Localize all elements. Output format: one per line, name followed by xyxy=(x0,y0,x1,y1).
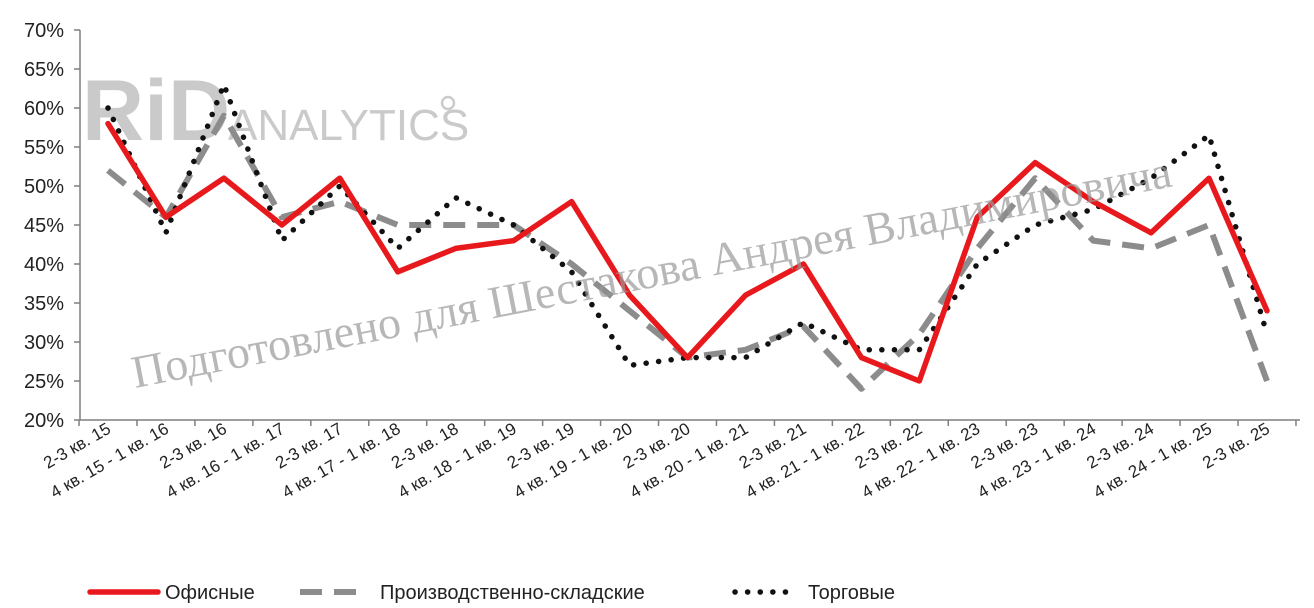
watermark-analytics-text: ANALYTICS xyxy=(228,101,469,150)
y-tick-label: 55% xyxy=(24,137,64,159)
watermark-logo-text: RiD xyxy=(82,63,230,159)
y-tick-label: 25% xyxy=(24,371,64,393)
legend-label: Торговые xyxy=(808,582,895,604)
y-tick-label: 60% xyxy=(24,98,64,120)
y-tick-label: 30% xyxy=(24,332,64,354)
legend: Офисные Производственно-складские Торговые xyxy=(87,582,895,604)
watermark-logo: RiD ANALYTICS xyxy=(82,63,469,159)
x-axis: 2-3 кв. 154 кв. 15 - 1 кв. 162-3 кв. 164… xyxy=(40,419,1300,502)
series-line-dotted xyxy=(105,81,1270,369)
x-tick-label: 2-3 кв. 25 xyxy=(1199,419,1273,473)
series-layer xyxy=(105,81,1270,392)
y-tick-label: 70% xyxy=(24,20,64,42)
y-tick-label: 35% xyxy=(24,293,64,315)
watermark-text: Подготовлено для Шестакова Андрея Владим… xyxy=(127,146,1175,398)
series-line-solid xyxy=(105,120,1270,384)
y-tick-label: 40% xyxy=(24,254,64,276)
y-tick-label: 20% xyxy=(24,410,64,432)
registered-mark-icon xyxy=(440,95,456,111)
legend-label: Производственно-складские xyxy=(380,582,645,604)
y-axis: 20% 25% 30% 35% 40% 45% 50% 55% 60% 65% 70% xyxy=(24,20,81,432)
y-tick-label: 65% xyxy=(24,59,64,81)
y-tick-label: 45% xyxy=(24,215,64,237)
y-tick-label: 50% xyxy=(24,176,64,198)
legend-label: Офисные xyxy=(165,582,255,604)
